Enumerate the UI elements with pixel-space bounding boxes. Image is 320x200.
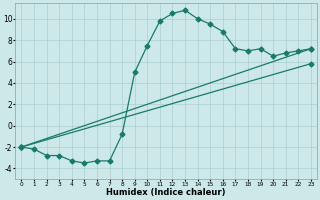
X-axis label: Humidex (Indice chaleur): Humidex (Indice chaleur) (107, 188, 226, 197)
